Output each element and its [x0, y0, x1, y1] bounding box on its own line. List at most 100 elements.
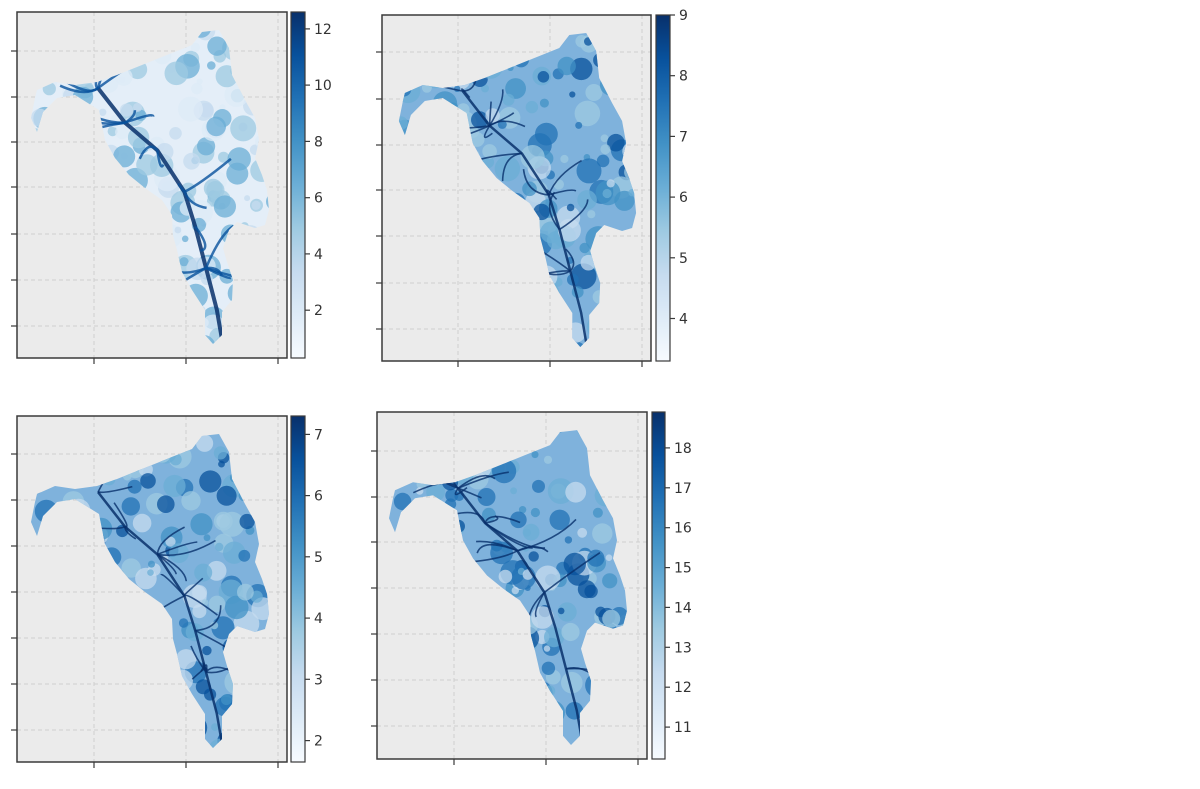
colorbar-tick-label: 12: [674, 680, 692, 696]
channel-branch: [138, 145, 159, 160]
heatmap-cell: [121, 558, 141, 578]
heatmap-cell: [563, 552, 586, 576]
heatmap-cell: [210, 621, 219, 630]
heatmap-cell: [592, 507, 603, 518]
heatmap-cell: [541, 661, 556, 675]
channel-branch: [484, 515, 499, 524]
heatmap-cell: [544, 627, 565, 648]
heatmap-cell: [251, 200, 261, 210]
heatmap-cell: [169, 127, 182, 140]
channel-branch: [160, 573, 185, 597]
heatmap-cell: [557, 607, 565, 615]
heatmap-cell: [135, 567, 157, 590]
subplot-3: 2 3 4 5 6 7: [11, 415, 323, 768]
colorbar-tick-label: 5: [314, 550, 323, 566]
heatmap-cell: [481, 84, 489, 93]
heatmap-cell: [557, 56, 576, 76]
colorbar-gradient: [290, 11, 306, 359]
axes-frame: [16, 415, 288, 763]
heatmap-cell: [525, 100, 539, 114]
heatmap-cell: [600, 144, 611, 155]
colorbar-tick-label: 10: [314, 78, 332, 94]
heatmap-cell: [107, 126, 118, 137]
heatmap-cell: [203, 178, 223, 198]
heatmap-cell: [549, 509, 570, 530]
heatmap-cell: [543, 645, 551, 652]
colorbar-tick-label: 13: [674, 640, 692, 656]
heatmap-cell: [537, 71, 550, 83]
channel-branch: [453, 511, 486, 524]
heatmap-cell: [566, 203, 575, 212]
heatmap-cell: [602, 573, 618, 589]
heatmap-cell: [561, 671, 583, 694]
heatmap-cell: [183, 152, 201, 170]
heatmap-cell: [163, 474, 186, 498]
heatmap-cell: [121, 497, 140, 516]
heatmap-cell: [482, 144, 497, 159]
heatmap-cell: [238, 549, 251, 562]
heatmap-cell: [147, 569, 154, 576]
heatmap-cell: [577, 527, 588, 538]
heatmap-cell: [565, 481, 587, 503]
channel-branch: [534, 591, 546, 618]
heatmap-cell: [575, 121, 583, 129]
heatmap-cell: [127, 479, 142, 494]
channel-branch: [156, 150, 165, 168]
heatmap-cell: [224, 595, 249, 620]
heatmap-cell: [197, 137, 216, 156]
channel-branch: [157, 539, 216, 556]
colorbar-tick-label: 18: [674, 441, 692, 457]
heatmap-cell: [482, 507, 496, 522]
colorbar-tick-label: 5: [679, 251, 688, 267]
heatmap-cell: [576, 158, 602, 184]
heatmap-cell: [113, 145, 136, 168]
heatmap-cell: [561, 622, 580, 642]
heatmap-cell: [535, 122, 558, 146]
heatmap-cell: [216, 485, 237, 506]
heatmap-cell: [607, 133, 625, 152]
heatmap-cell: [569, 91, 576, 98]
channel-main: [96, 86, 225, 342]
heatmap-cell: [181, 235, 189, 243]
channel-branch: [489, 120, 526, 128]
heatmap-cell: [206, 116, 226, 137]
colorbar-tick-label: 11: [674, 720, 692, 736]
heatmap-cell: [510, 487, 517, 495]
heatmap-cell: [531, 606, 554, 629]
heatmap-cell: [148, 560, 155, 568]
heatmap-cell: [570, 57, 593, 81]
channel-branch: [476, 540, 518, 552]
heatmap-cell: [199, 470, 222, 493]
heatmap-cell: [510, 511, 527, 529]
heatmap-cell: [196, 78, 203, 85]
heatmap-cell: [531, 451, 539, 459]
heatmap-cell: [587, 549, 605, 567]
heatmap-cell: [239, 513, 255, 530]
colorbar-gradient: [655, 14, 671, 362]
channel-branch: [194, 225, 207, 252]
heatmap-cell: [207, 61, 216, 70]
colorbar-tick-label: 4: [314, 611, 323, 627]
colorbar-gradient: [290, 415, 306, 763]
heatmap-cell: [518, 506, 527, 514]
channel-branch: [546, 189, 558, 200]
colorbar-tick-label: 6: [679, 190, 688, 206]
heatmap-cell: [203, 534, 211, 542]
heatmap-cell: [592, 523, 613, 544]
colorbar-tick-label: 7: [679, 129, 688, 145]
heatmap-cell: [213, 511, 233, 531]
channel-branch: [457, 474, 496, 489]
heatmap-cell: [485, 108, 500, 123]
heatmap-cell: [157, 495, 175, 513]
heatmap-cell: [471, 111, 489, 129]
channel-branch: [157, 553, 188, 582]
heatmap-cell: [605, 554, 613, 561]
channel-branch: [205, 266, 232, 280]
heatmap-cell: [206, 560, 227, 581]
heatmap-cell: [192, 585, 208, 601]
heatmap-cell: [535, 565, 561, 591]
heatmap-cell: [178, 618, 189, 628]
channel-branch: [483, 125, 493, 139]
axes-frame: [376, 411, 648, 760]
heatmap-cell: [494, 156, 521, 182]
